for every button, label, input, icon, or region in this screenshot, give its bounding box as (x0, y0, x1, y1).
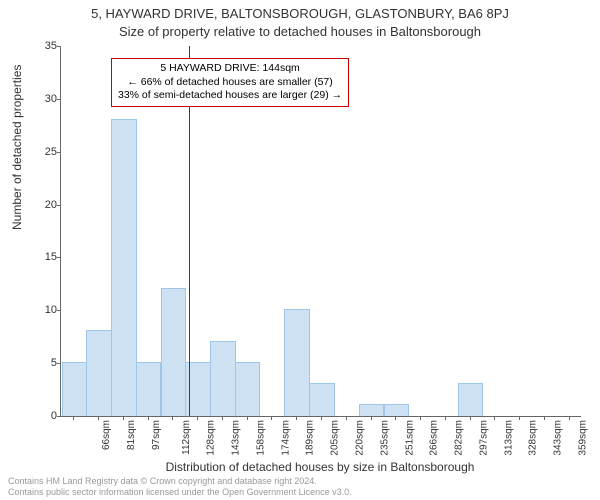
y-tick-mark (57, 363, 61, 364)
histogram-bar (111, 119, 137, 416)
histogram-bar (284, 309, 310, 416)
histogram-bar (458, 383, 484, 416)
x-tick-mark (395, 416, 396, 420)
x-tick-label: 282sqm (454, 420, 465, 456)
x-tick-label: 189sqm (305, 420, 316, 456)
y-tick-mark (57, 416, 61, 417)
x-tick-label: 313sqm (503, 420, 514, 456)
x-tick-mark (271, 416, 272, 420)
x-tick-label: 251sqm (404, 420, 415, 456)
x-tick-label: 128sqm (206, 420, 217, 456)
histogram-bar (161, 288, 187, 416)
x-tick-label: 205sqm (330, 420, 341, 456)
x-tick-label: 174sqm (280, 420, 291, 456)
x-tick-label: 328sqm (528, 420, 539, 456)
x-tick-mark (470, 416, 471, 420)
histogram-bar (136, 362, 162, 416)
title-line-1: 5, HAYWARD DRIVE, BALTONSBOROUGH, GLASTO… (0, 6, 600, 21)
annotation-line: ← 66% of detached houses are smaller (57… (118, 76, 342, 90)
x-tick-mark (420, 416, 421, 420)
y-tick-mark (57, 310, 61, 311)
x-tick-label: 158sqm (256, 420, 267, 456)
footer-attribution: Contains HM Land Registry data © Crown c… (8, 476, 352, 498)
histogram-bar (86, 330, 112, 416)
annotation-line: 33% of semi-detached houses are larger (… (118, 89, 342, 103)
x-tick-label: 97sqm (151, 420, 162, 450)
x-tick-mark (197, 416, 198, 420)
y-tick-mark (57, 46, 61, 47)
x-tick-label: 220sqm (355, 420, 366, 456)
y-tick-label: 20 (45, 199, 57, 211)
x-tick-mark (544, 416, 545, 420)
histogram-bar (235, 362, 261, 416)
x-tick-label: 66sqm (101, 420, 112, 450)
annotation-line: 5 HAYWARD DRIVE: 144sqm (118, 62, 342, 76)
x-tick-mark (172, 416, 173, 420)
histogram-bar (62, 362, 88, 416)
x-tick-label: 81sqm (126, 420, 137, 450)
x-tick-mark (73, 416, 74, 420)
x-tick-mark (296, 416, 297, 420)
y-tick-mark (57, 99, 61, 100)
y-tick-label: 25 (45, 146, 57, 158)
x-tick-label: 112sqm (181, 420, 192, 455)
x-tick-mark (569, 416, 570, 420)
x-tick-label: 297sqm (478, 420, 489, 456)
x-tick-mark (321, 416, 322, 420)
x-tick-mark (445, 416, 446, 420)
footer-line-2: Contains public sector information licen… (8, 487, 352, 498)
title-line-2: Size of property relative to detached ho… (0, 24, 600, 39)
y-tick-label: 30 (45, 93, 57, 105)
y-tick-mark (57, 152, 61, 153)
footer-line-1: Contains HM Land Registry data © Crown c… (8, 476, 352, 487)
y-tick-label: 35 (45, 40, 57, 52)
x-tick-mark (123, 416, 124, 420)
x-tick-mark (519, 416, 520, 420)
x-tick-label: 343sqm (553, 420, 564, 456)
annotation-box: 5 HAYWARD DRIVE: 144sqm← 66% of detached… (111, 58, 349, 107)
x-tick-mark (148, 416, 149, 420)
x-tick-mark (371, 416, 372, 420)
plot-area: 0510152025303566sqm81sqm97sqm112sqm128sq… (60, 46, 581, 417)
y-tick-mark (57, 257, 61, 258)
x-tick-label: 143sqm (231, 420, 242, 456)
x-tick-mark (222, 416, 223, 420)
histogram-bar (384, 404, 410, 416)
x-axis-label: Distribution of detached houses by size … (60, 460, 580, 474)
y-axis-label: Number of detached properties (10, 65, 24, 230)
x-tick-mark (247, 416, 248, 420)
x-tick-mark (346, 416, 347, 420)
x-tick-mark (98, 416, 99, 420)
histogram-bar (359, 404, 385, 416)
x-tick-mark (494, 416, 495, 420)
x-tick-label: 266sqm (429, 420, 440, 456)
x-tick-label: 235sqm (379, 420, 390, 456)
y-tick-label: 10 (45, 304, 57, 316)
y-tick-label: 15 (45, 251, 57, 263)
x-tick-label: 359sqm (577, 420, 588, 456)
histogram-bar (309, 383, 335, 416)
y-tick-mark (57, 205, 61, 206)
chart-plot: 0510152025303566sqm81sqm97sqm112sqm128sq… (60, 46, 580, 416)
histogram-bar (210, 341, 236, 416)
